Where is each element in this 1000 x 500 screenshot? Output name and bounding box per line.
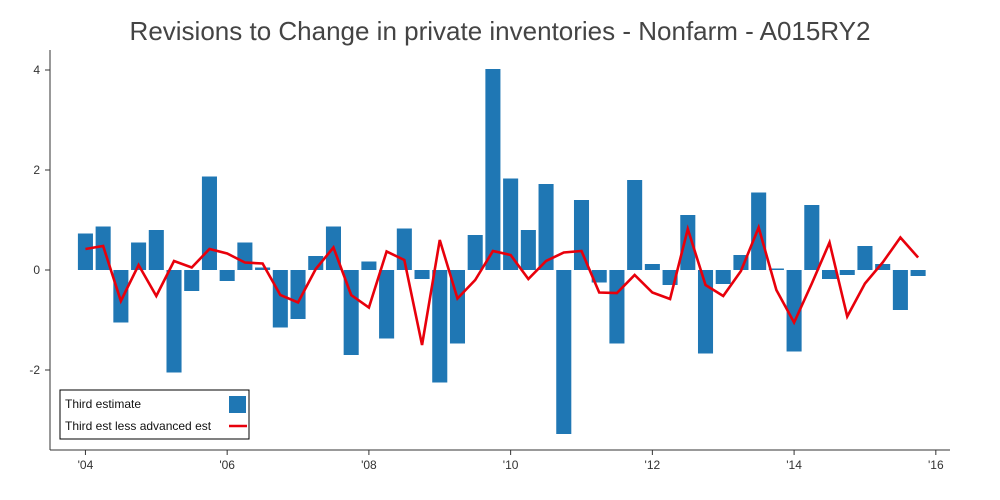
x-tick-label: '12 [645, 458, 661, 472]
bar-third-estimate [201, 176, 217, 270]
x-tick-label: '06 [219, 458, 235, 472]
axes: 4 2 0 -2 '04 '06 '08 '10 '12 '14 '16 [29, 50, 950, 472]
bar-third-estimate [272, 270, 288, 328]
bar-third-estimate [591, 270, 607, 283]
bar-third-estimate [361, 261, 377, 270]
bar-third-estimate [184, 270, 200, 291]
legend-swatch-bar [229, 396, 246, 413]
bar-third-estimate [131, 242, 147, 270]
bar-third-estimate [290, 270, 306, 319]
bar-third-estimate [627, 180, 643, 270]
y-tick-label: 0 [33, 263, 40, 277]
x-tick-label: '16 [928, 458, 944, 472]
y-tick-label: -2 [29, 363, 40, 377]
bar-third-estimate [166, 270, 182, 373]
bar-third-estimate [697, 270, 714, 354]
legend-label-third-est-less-advanced-est: Third est less advanced est [65, 419, 212, 433]
x-tick-label: '04 [78, 458, 94, 472]
bar-third-estimate [237, 242, 253, 270]
bar-third-estimate [857, 246, 873, 270]
bar-third-estimate [839, 270, 855, 275]
bar-third-estimate [432, 270, 448, 383]
bar-third-estimate [467, 235, 483, 270]
bar-third-estimate [379, 270, 395, 339]
bar-third-estimate [219, 270, 235, 281]
x-tick-label: '10 [503, 458, 519, 472]
bar-third-estimate [609, 270, 625, 344]
bar-third-estimate [786, 270, 802, 352]
legend-box [59, 389, 250, 440]
bar-third-estimate [308, 256, 324, 270]
line-series-third-est-less-advanced-est [85, 223, 920, 346]
bar-third-estimate [343, 270, 359, 355]
bar-third-estimate [113, 270, 129, 323]
bar-third-estimate [822, 270, 838, 279]
bar-third-estimate [148, 230, 164, 270]
bar-third-estimate [255, 267, 271, 270]
bar-third-estimate [910, 270, 926, 276]
y-tick-label: 4 [33, 63, 40, 77]
bar-third-estimate [768, 268, 784, 270]
bar-third-estimate [804, 205, 820, 270]
legend-label-third-estimate: Third estimate [65, 397, 141, 411]
bar-series-third-estimate [77, 69, 926, 434]
bar-third-estimate [485, 69, 501, 270]
x-tick-label: '08 [361, 458, 377, 472]
bar-third-estimate [77, 233, 93, 270]
chart-title: Revisions to Change in private inventori… [129, 16, 871, 46]
bar-third-estimate [875, 264, 891, 270]
bar-third-estimate [892, 270, 908, 310]
x-tick-label: '14 [786, 458, 802, 472]
y-tick-label: 2 [33, 163, 40, 177]
bar-third-estimate [538, 184, 554, 270]
bar-third-estimate [414, 270, 430, 279]
bar-third-estimate [573, 200, 590, 270]
legend: Third estimate Third est less advanced es… [59, 389, 250, 440]
bar-third-estimate [644, 264, 660, 270]
bar-third-estimate [556, 270, 572, 434]
bar-third-estimate [520, 230, 536, 270]
bar-third-estimate [680, 215, 696, 270]
bar-third-estimate [503, 178, 519, 270]
line-third-est-less-advanced-est [85, 223, 920, 346]
bar-third-estimate [715, 270, 731, 284]
